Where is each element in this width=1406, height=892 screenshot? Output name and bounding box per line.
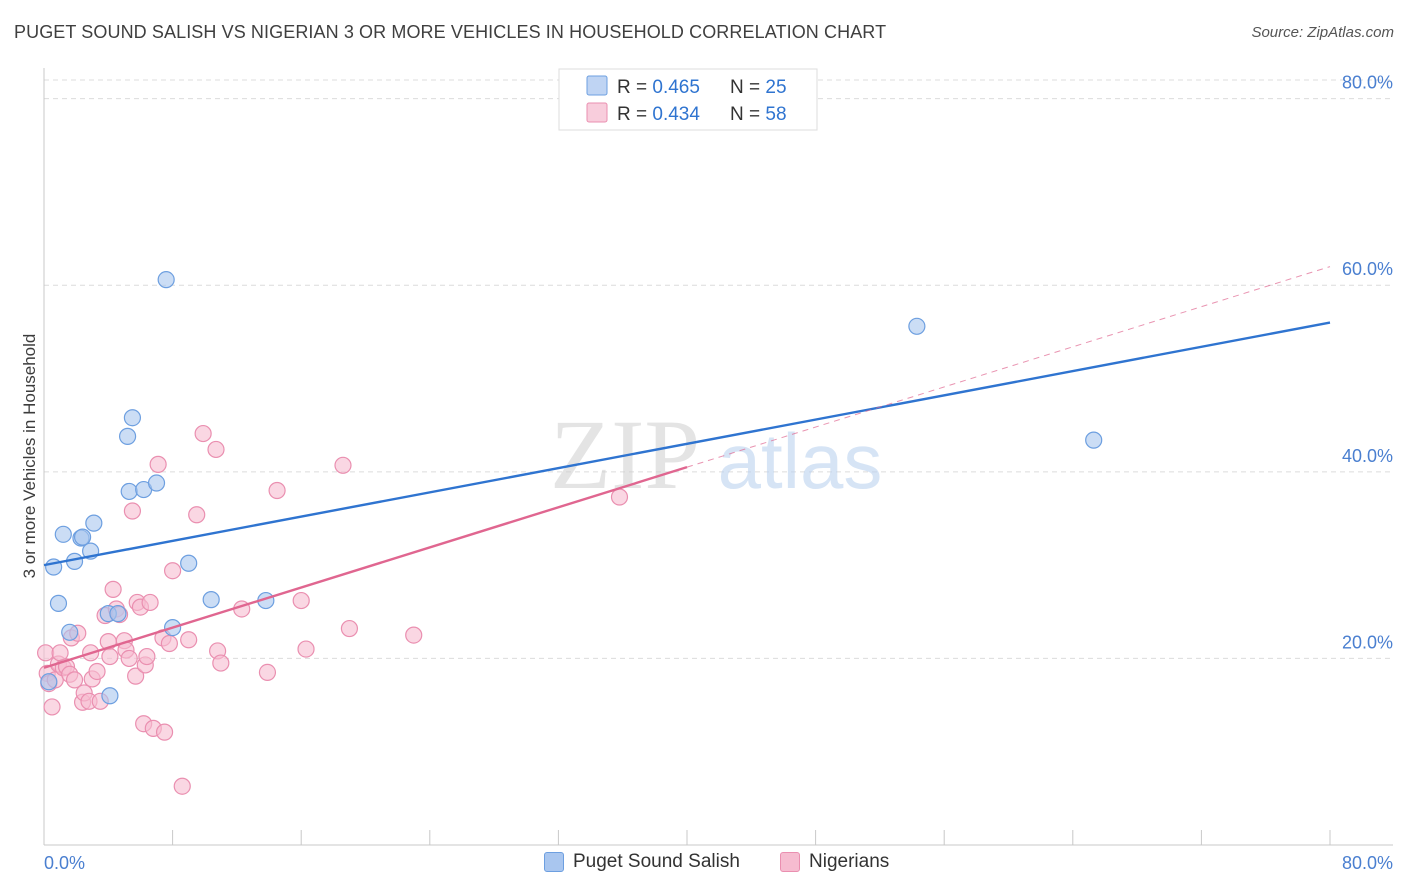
x-tick-label-min: 0.0% <box>44 853 85 873</box>
trend-line-nigerians <box>43 466 688 669</box>
y-tick-label: 40.0% <box>1342 446 1393 466</box>
watermark-atlas: atlas <box>718 417 883 505</box>
salish-point <box>73 528 92 546</box>
nigerians-point <box>610 488 629 506</box>
salish-point <box>49 594 68 612</box>
trend-line-nigerians-extension <box>686 266 1331 468</box>
nigerians-point <box>194 424 212 443</box>
trend-line-salish <box>43 321 1331 567</box>
legend-item-nigerians[interactable]: Nigerians <box>780 851 889 873</box>
salish-point <box>54 525 72 543</box>
nigerians-point <box>164 562 182 580</box>
y-tick-label: 20.0% <box>1342 632 1393 652</box>
nigerians-points <box>37 424 629 795</box>
nigerians-point <box>297 640 315 658</box>
nigerians-point <box>212 654 230 672</box>
svg-text:R = 0.434: R = 0.434 <box>617 104 700 125</box>
legend-top: R = 0.465 N = 25 R = 0.434 N = 58 <box>558 68 818 131</box>
trend-lines <box>43 266 1331 669</box>
legend-r-label-nigerians: R = <box>617 104 652 125</box>
nigerians-point <box>160 634 178 653</box>
nigerians-point <box>173 777 191 795</box>
legend-r-value-nigerians: 0.434 <box>652 104 700 125</box>
salish-point <box>101 687 119 705</box>
legend-label-nigerians: Nigerians <box>809 851 890 872</box>
salish-point <box>908 317 926 335</box>
legend-n-value-nigerians: 58 <box>765 104 786 125</box>
legend-n-label-nigerians: N = <box>730 104 765 125</box>
salish-point <box>1085 431 1103 449</box>
nigerians-point <box>334 456 352 474</box>
legend-r-value-salish: 0.465 <box>652 77 700 98</box>
legend-n-value-salish: 25 <box>765 77 786 98</box>
nigerians-point <box>37 644 55 662</box>
nigerians-point <box>120 649 138 668</box>
nigerians-point <box>188 506 206 524</box>
svg-text:R = 0.465: R = 0.465 <box>617 77 700 98</box>
salish-point <box>40 673 58 691</box>
legend-n-label-salish: N = <box>730 77 765 98</box>
x-tick-label-max: 80.0% <box>1342 853 1393 873</box>
salish-point <box>120 482 138 501</box>
nigerians-point <box>43 698 61 716</box>
svg-text:N = 58: N = 58 <box>730 104 787 125</box>
legend-swatch-nigerians <box>586 102 608 123</box>
salish-point <box>202 591 220 609</box>
y-tick-label: 60.0% <box>1342 259 1393 279</box>
salish-point <box>85 514 103 532</box>
nigerians-point <box>65 671 84 689</box>
nigerians-point <box>141 593 159 612</box>
nigerians-point <box>155 723 174 741</box>
salish-point <box>118 427 137 445</box>
salish-point <box>109 605 127 623</box>
nigerians-point <box>138 647 156 666</box>
legend-swatch-nigerians-bottom <box>780 852 800 872</box>
nigerians-point <box>268 481 286 500</box>
source-label: Source: ZipAtlas.com <box>1251 24 1394 41</box>
nigerians-point <box>88 662 106 681</box>
nigerians-point <box>101 647 119 666</box>
puget-sound-salish-points <box>40 271 1103 705</box>
svg-text:N = 25: N = 25 <box>730 77 787 98</box>
salish-point <box>61 623 79 641</box>
axis-layer: 20.0% 40.0% 60.0% 80.0% 0.0% 80.0% <box>43 68 1393 873</box>
nigerians-point <box>127 667 145 685</box>
legend-swatch-salish-bottom <box>544 852 564 872</box>
nigerians-point <box>405 626 423 644</box>
salish-point <box>123 409 142 427</box>
nigerians-point <box>123 502 142 520</box>
nigerians-point <box>292 591 310 610</box>
grid-layer <box>44 79 1393 659</box>
y-axis-title: 3 or more Vehicles in Household <box>20 334 39 579</box>
nigerians-point <box>180 631 198 649</box>
nigerians-point <box>207 440 225 459</box>
y-tick-label: 80.0% <box>1342 73 1393 93</box>
nigerians-point <box>340 619 359 638</box>
legend-label-salish: Puget Sound Salish <box>573 851 740 872</box>
nigerians-point <box>149 455 167 473</box>
legend-r-label-salish: R = <box>617 77 652 98</box>
chart-title: PUGET SOUND SALISH VS NIGERIAN 3 OR MORE… <box>14 22 887 42</box>
salish-point <box>157 271 175 289</box>
nigerians-point <box>104 580 122 598</box>
salish-point <box>180 554 198 572</box>
nigerians-point <box>258 663 277 682</box>
legend-item-salish[interactable]: Puget Sound Salish <box>544 851 740 873</box>
salish-point <box>147 474 166 492</box>
legend-swatch-salish <box>586 75 608 96</box>
legend-bottom: Puget Sound Salish Nigerians <box>0 851 1406 879</box>
